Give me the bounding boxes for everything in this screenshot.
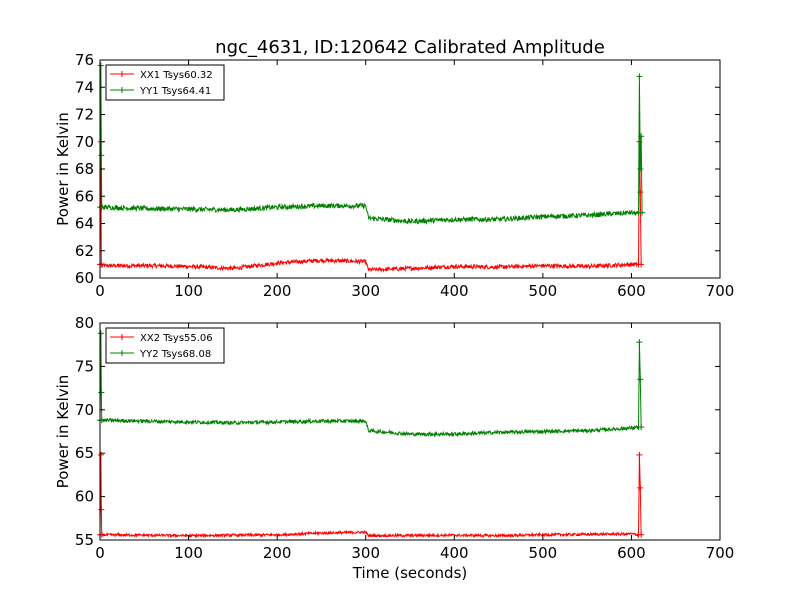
legend-marker: [119, 87, 125, 93]
chart-title: ngc_4631, ID:120642 Calibrated Amplitude: [215, 37, 605, 58]
y-tick-label: 55: [75, 531, 94, 549]
data-point-marker: [638, 261, 645, 268]
legend-marker: [119, 334, 125, 340]
series-line-xx: [100, 454, 642, 539]
x-tick-label: 500: [529, 544, 558, 562]
x-tick-label: 0: [95, 282, 105, 300]
legend-label: YY2 Tsys68.08: [139, 349, 211, 360]
x-tick-label: 100: [174, 282, 203, 300]
y-tick-label: 68: [75, 160, 94, 178]
x-tick-label: 0: [95, 544, 105, 562]
data-point-marker: [637, 166, 644, 172]
legend-marker: [119, 350, 125, 356]
x-tick-label: 300: [351, 282, 380, 300]
y-axis-label: Power in Kelvin: [54, 375, 72, 489]
x-tick-label: 500: [529, 282, 558, 300]
series-line-yy: [100, 65, 643, 225]
y-tick-label: 60: [75, 488, 94, 506]
data-point-marker: [97, 62, 104, 69]
y-tick-label: 70: [75, 133, 94, 151]
plot-bottom: 0 100 200 300 400 500 600 700 55 60 65 70 75 80 Power …: [54, 314, 734, 562]
axes-frame: [99, 322, 721, 541]
y-tick-label: 60: [75, 269, 94, 287]
data-point-marker: [98, 389, 105, 396]
data-point-marker: [636, 451, 643, 458]
y-tick-label: 70: [75, 401, 94, 419]
data-point-marker: [639, 209, 646, 216]
x-tick-label: 400: [440, 282, 469, 300]
data-point-marker: [637, 484, 644, 491]
data-point-marker: [636, 73, 643, 80]
plot-top: 0 100 200 300 400 500 600 700 60 62 64 66 68 70 72 74 76…: [54, 51, 734, 300]
legend-label: XX1 Tsys60.32: [140, 70, 213, 81]
x-tick-label: 300: [351, 544, 380, 562]
data-point-marker: [97, 330, 104, 337]
x-tick-label: 200: [263, 544, 292, 562]
x-axis-label: Time (seconds): [352, 564, 468, 582]
legend-marker: [119, 71, 125, 77]
y-tick-label: 74: [75, 78, 94, 96]
y-tick-label: 80: [75, 314, 94, 332]
series-line-yy: [100, 333, 642, 438]
y-tick-label: 72: [75, 106, 94, 124]
legend-box: [105, 64, 225, 101]
y-axis-label: Power in Kelvin: [54, 112, 72, 226]
y-tick-label: 76: [75, 51, 94, 69]
data-point-marker: [98, 152, 105, 159]
x-tick-label: 100: [174, 544, 203, 562]
y-tick-label: 66: [75, 187, 94, 205]
legend-box: [105, 327, 225, 364]
legend-label: YY1 Tsys64.41: [139, 86, 211, 97]
x-tick-label: 600: [617, 544, 646, 562]
data-point-marker: [98, 261, 105, 268]
series-line-xx: [100, 141, 642, 273]
x-tick-label: 700: [706, 282, 735, 300]
data-point-marker: [638, 531, 645, 538]
data-point-marker: [636, 339, 643, 346]
x-tick-label: 700: [706, 544, 735, 562]
data-point-marker: [637, 376, 644, 383]
data-point-marker: [638, 424, 645, 431]
x-tick-label: 400: [440, 544, 469, 562]
y-tick-label: 62: [75, 242, 94, 260]
x-tick-label: 600: [617, 282, 646, 300]
data-point-marker: [98, 506, 105, 513]
y-tick-label: 64: [75, 215, 94, 233]
y-tick-label: 75: [75, 357, 94, 375]
legend-label: XX2 Tsys55.06: [140, 333, 213, 344]
data-point-marker: [638, 133, 645, 140]
y-tick-label: 65: [75, 444, 94, 462]
x-tick-label: 200: [263, 282, 292, 300]
